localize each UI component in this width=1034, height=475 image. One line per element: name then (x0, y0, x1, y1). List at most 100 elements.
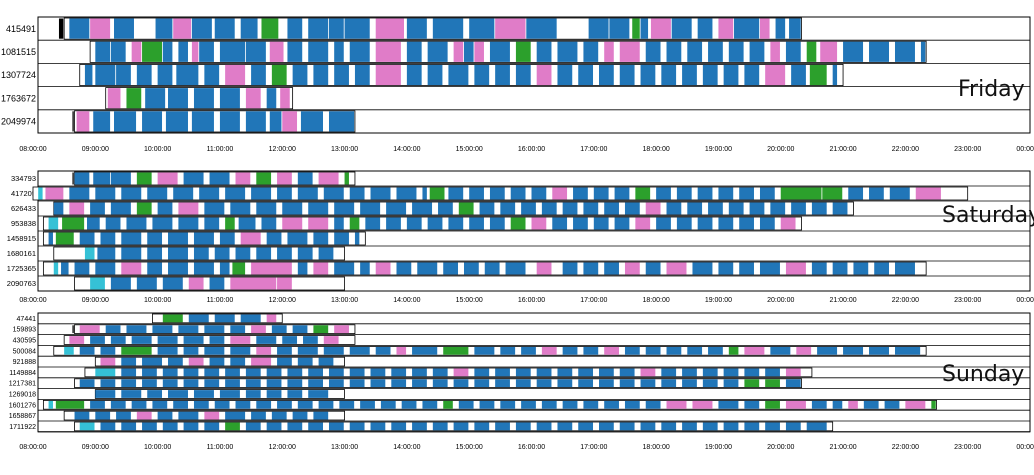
activity-segment-blue (744, 400, 760, 409)
activity-segment-blue (770, 346, 791, 355)
timeline-row: 334793 (11, 171, 1030, 187)
activity-segment-blue (105, 325, 121, 334)
activity-segment-blue (718, 187, 734, 200)
timeline-row: 500084 (13, 345, 1030, 357)
activity-segment-pink (744, 346, 765, 355)
activity-segment-blue (168, 357, 183, 366)
activity-segment-blue (588, 18, 609, 39)
activity-segment-blue (178, 411, 199, 420)
row-label: 921888 (13, 359, 36, 366)
activity-segment-blue (489, 41, 510, 62)
activity-segment-blue (147, 187, 168, 200)
activity-segment-blue (645, 346, 661, 355)
activity-segment-blue (734, 18, 760, 39)
activity-segment-blue (728, 41, 744, 62)
activity-segment-blue (100, 232, 116, 245)
activity-segment-blue (334, 202, 355, 215)
activity-segment-green (728, 346, 739, 355)
activity-segment-blue (718, 217, 734, 230)
activity-segment-blue (95, 262, 116, 275)
row-label: 415491 (6, 24, 36, 34)
activity-segment-blue (323, 187, 344, 200)
activity-segment-blue (718, 262, 734, 275)
timeline-row: 1081515 (1, 40, 1030, 64)
row-label: 47441 (17, 316, 37, 323)
activity-segment-blue (406, 41, 422, 62)
activity-segment-blue (874, 262, 889, 275)
activity-segment-blue (396, 187, 417, 200)
activity-segment-blue (193, 262, 214, 275)
activity-segment-blue (230, 346, 251, 355)
activity-segment-blue (515, 64, 531, 86)
activity-segment-blue (95, 41, 111, 62)
activity-segment-pink (692, 400, 713, 409)
timeline-row: 1217381 (9, 378, 1030, 390)
activity-segment-blue (599, 64, 614, 86)
row-label: 953838 (11, 219, 36, 228)
activity-segment-pink (848, 400, 858, 409)
activity-segment-green (515, 41, 531, 62)
activity-segment-pink (90, 18, 111, 39)
activity-segment-blue (261, 217, 277, 230)
activity-segment-pink (796, 346, 812, 355)
activity-segment-blue (661, 379, 677, 388)
activity-segment-blue (432, 379, 448, 388)
activity-segment-blue (479, 400, 495, 409)
activity-segment-pink (204, 411, 220, 420)
activity-segment-blue (770, 202, 786, 215)
activity-segment-blue (500, 400, 516, 409)
activity-segment-green (225, 422, 240, 431)
activity-segment-pink (666, 262, 687, 275)
activity-segment-blue (344, 18, 370, 39)
row-label: 334793 (11, 174, 36, 183)
x-tick-label: 17:00:00 (580, 146, 607, 153)
activity-segment-blue (245, 41, 266, 62)
x-tick-label: 16:00:00 (518, 444, 545, 451)
activity-segment-blue (162, 277, 183, 290)
activity-segment-blue (116, 64, 131, 86)
activity-segment-blue (126, 325, 147, 334)
timeline-row: 415491 (6, 17, 1030, 41)
activity-segment-pink (230, 277, 277, 290)
activity-segment-blue (282, 336, 298, 344)
activity-segment-green (931, 400, 936, 409)
activity-segment-pink (375, 41, 401, 62)
activity-segment-blue (193, 390, 214, 398)
activity-segment-blue (209, 277, 225, 290)
activity-segment-blue (176, 64, 199, 86)
activity-segment-green (510, 217, 526, 230)
x-tick-label: 14:00:00 (393, 146, 420, 153)
activity-segment-pink (107, 88, 121, 109)
activity-segment-blue (811, 202, 827, 215)
activity-segment-blue (775, 18, 786, 39)
activity-segment-pink (375, 262, 391, 275)
activity-segment-blue (443, 262, 459, 275)
x-tick-label: 12:00:00 (269, 297, 296, 304)
activity-segment-pink (536, 262, 552, 275)
activity-segment-blue (191, 18, 212, 39)
activity-segment-pink (375, 64, 401, 86)
activity-segment-blue (666, 202, 682, 215)
activity-segment-blue (583, 400, 599, 409)
activity-segment-blue (422, 400, 438, 409)
activity-segment-blue (334, 64, 349, 86)
panel-title: Sunday (942, 362, 1024, 387)
activity-segment-blue (869, 41, 889, 62)
activity-segment-blue (256, 202, 277, 215)
activity-segment-blue (349, 41, 370, 62)
activity-segment-black (72, 325, 74, 334)
x-tick-label: 08:00:00 (19, 297, 46, 304)
activity-segment-blue (297, 357, 313, 366)
activity-segment-blue (209, 172, 230, 185)
activity-segment-pink (334, 325, 349, 334)
activity-segment-blue (308, 202, 329, 215)
activity-segment-blue (183, 379, 199, 388)
activity-segment-blue (791, 202, 806, 215)
activity-segment-blue (687, 41, 703, 62)
activity-segment-blue (183, 422, 199, 431)
activity-segment-blue (251, 187, 272, 200)
activity-segment-blue (204, 379, 220, 388)
activity-segment-blue (292, 64, 308, 86)
activity-segment-blue (557, 64, 573, 86)
activity-segment-green (225, 217, 235, 230)
